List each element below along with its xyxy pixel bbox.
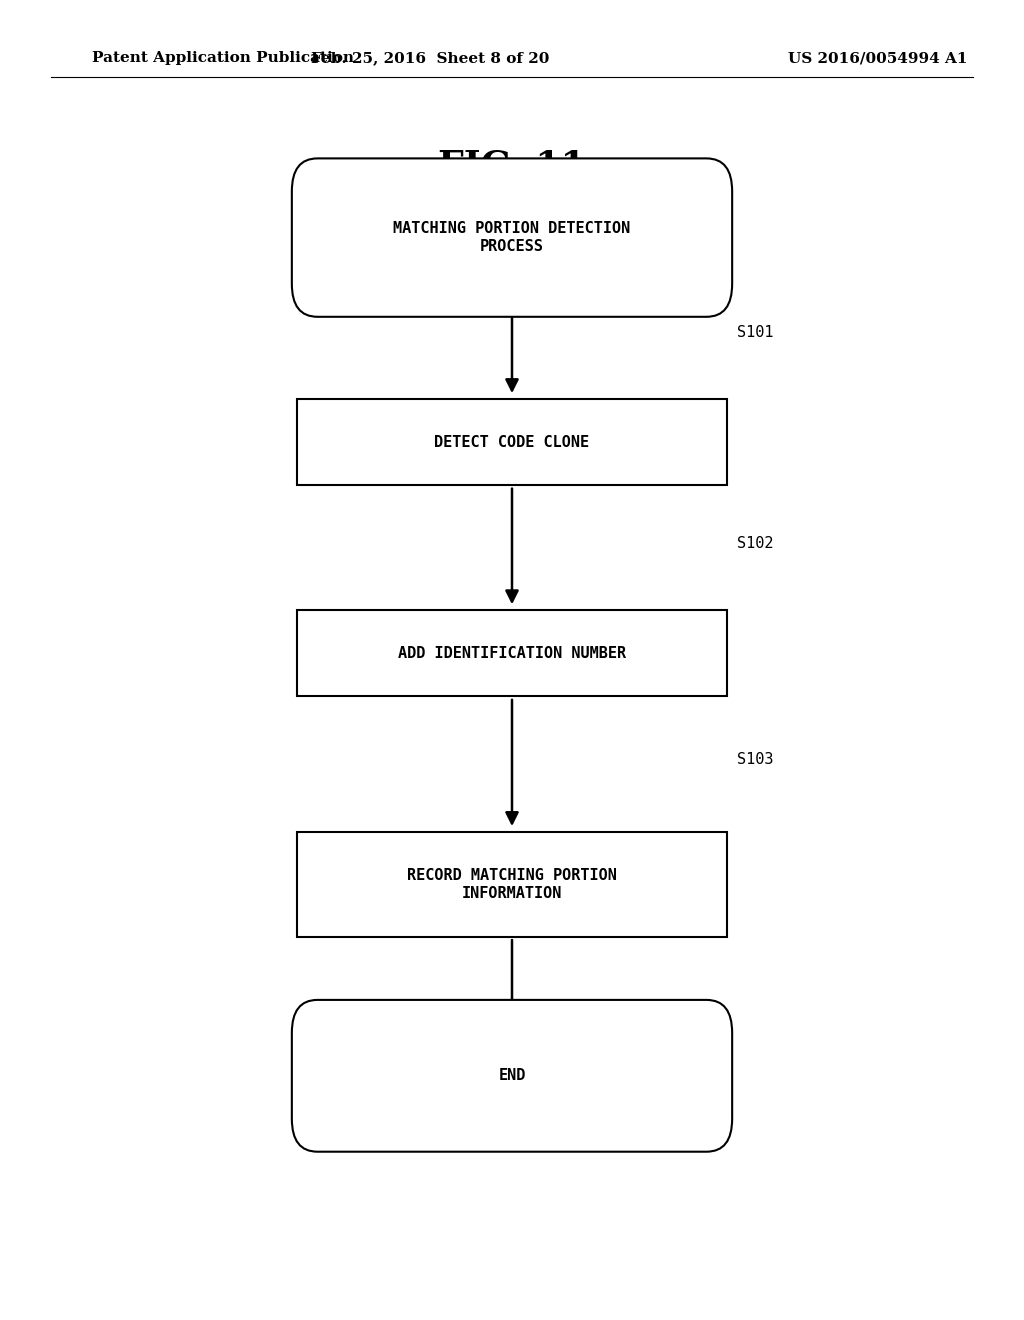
Text: S101: S101 <box>737 325 774 341</box>
FancyBboxPatch shape <box>292 1001 732 1151</box>
Text: US 2016/0054994 A1: US 2016/0054994 A1 <box>788 51 968 65</box>
Text: Patent Application Publication: Patent Application Publication <box>92 51 354 65</box>
Text: S103: S103 <box>737 751 774 767</box>
Text: DETECT CODE CLONE: DETECT CODE CLONE <box>434 434 590 450</box>
FancyBboxPatch shape <box>297 399 727 484</box>
FancyBboxPatch shape <box>297 610 727 697</box>
Text: ADD IDENTIFICATION NUMBER: ADD IDENTIFICATION NUMBER <box>398 645 626 661</box>
Text: Feb. 25, 2016  Sheet 8 of 20: Feb. 25, 2016 Sheet 8 of 20 <box>311 51 549 65</box>
Text: MATCHING PORTION DETECTION
PROCESS: MATCHING PORTION DETECTION PROCESS <box>393 222 631 253</box>
Text: FIG. 11: FIG. 11 <box>438 148 586 182</box>
Text: END: END <box>499 1068 525 1084</box>
FancyBboxPatch shape <box>297 832 727 937</box>
FancyBboxPatch shape <box>292 158 732 317</box>
Text: S102: S102 <box>737 536 774 552</box>
Text: RECORD MATCHING PORTION
INFORMATION: RECORD MATCHING PORTION INFORMATION <box>408 869 616 900</box>
